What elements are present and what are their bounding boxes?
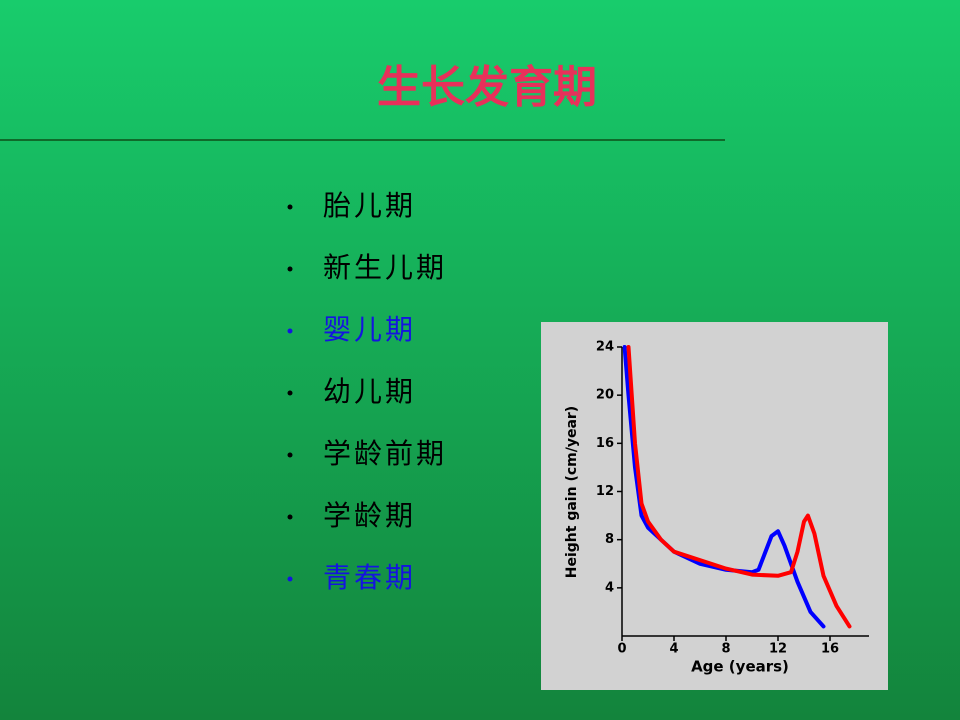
y-tick-label: 24 xyxy=(596,340,614,355)
y-tick-label: 8 xyxy=(605,532,614,547)
x-axis-label: Age (years) xyxy=(691,658,789,676)
slide-title: 生长发育期 xyxy=(377,62,597,113)
y-tick-label: 12 xyxy=(596,484,614,499)
y-tick-label: 16 xyxy=(596,436,614,451)
x-tick-label: 16 xyxy=(821,642,839,657)
list-item: 婴儿期 xyxy=(323,313,416,346)
data-line xyxy=(626,345,852,629)
bullet xyxy=(287,328,293,334)
x-tick-label: 8 xyxy=(721,642,730,657)
list-item: 学龄前期 xyxy=(323,437,447,470)
bullet xyxy=(287,452,293,458)
x-tick-label: 0 xyxy=(617,642,626,657)
list-item: 新生儿期 xyxy=(323,251,447,284)
bullet xyxy=(287,390,293,396)
list-item: 幼儿期 xyxy=(323,375,416,408)
list-item: 青春期 xyxy=(323,561,416,594)
bullet xyxy=(287,204,293,210)
list-item: 学龄期 xyxy=(323,499,416,532)
x-tick-label: 12 xyxy=(769,642,787,657)
bullet xyxy=(287,576,293,582)
chart-panel xyxy=(541,322,888,690)
y-tick-label: 4 xyxy=(605,580,614,595)
bullet xyxy=(287,514,293,520)
list-item: 胎儿期 xyxy=(323,189,416,222)
x-tick-label: 4 xyxy=(669,642,678,657)
y-tick-label: 20 xyxy=(596,388,614,403)
bullet xyxy=(287,266,293,272)
y-axis-label: Height gain (cm/year) xyxy=(564,406,580,578)
